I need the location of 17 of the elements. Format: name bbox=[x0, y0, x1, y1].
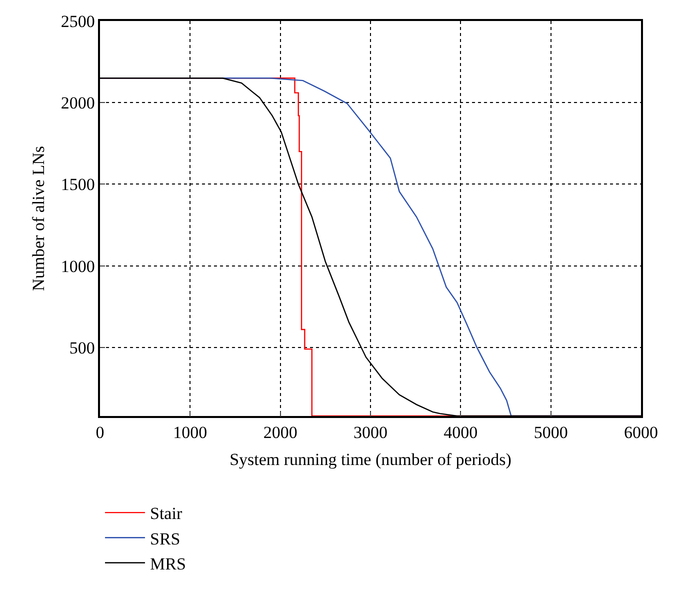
x-tick-label: 5000 bbox=[534, 423, 568, 442]
x-tick-label: 0 bbox=[96, 423, 104, 442]
y-tick-label: 500 bbox=[69, 338, 95, 358]
y-axis-title: Number of alive LNs bbox=[28, 146, 48, 291]
legend-label: MRS bbox=[150, 554, 186, 574]
y-tick-label: 2000 bbox=[60, 94, 95, 113]
x-tick-label: 6000 bbox=[624, 423, 658, 442]
legend-label: Stair bbox=[150, 504, 182, 524]
y-tick-label: 2500 bbox=[60, 12, 95, 31]
legend-label: SRS bbox=[150, 529, 180, 548]
x-tick-label: 4000 bbox=[444, 423, 478, 442]
y-tick-label: 1000 bbox=[60, 256, 95, 276]
x-tick-label: 1000 bbox=[173, 423, 208, 442]
x-tick-label: 2000 bbox=[263, 423, 298, 442]
y-tick-label: 1500 bbox=[60, 175, 95, 194]
x-axis-title: System running time (number of periods) bbox=[230, 450, 512, 470]
x-tick-label: 3000 bbox=[354, 423, 388, 442]
